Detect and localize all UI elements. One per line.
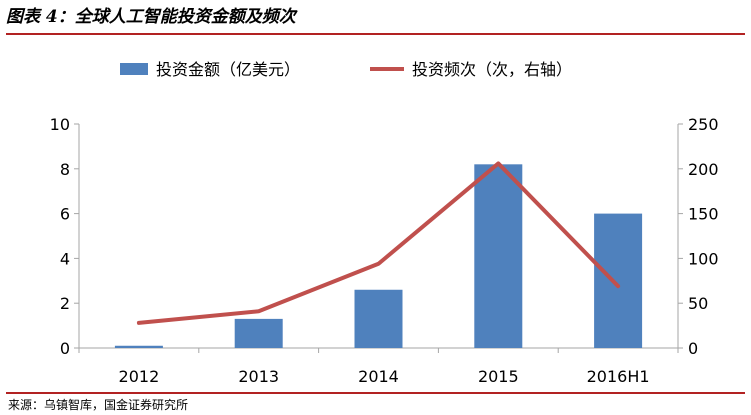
x-axis-tick-label: 2015	[478, 367, 519, 386]
left-axis-tick-label: 10	[50, 115, 70, 134]
left-axis-tick-label: 0	[60, 339, 70, 358]
bar	[234, 318, 283, 348]
legend-swatch-bar	[120, 63, 148, 75]
legend-label-bar: 投资金额（亿美元）	[156, 60, 300, 79]
x-axis-tick-label: 2013	[238, 367, 279, 386]
source-note: 来源：乌镇智库，国金证券研究所	[8, 398, 189, 412]
right-axis-tick-label: 150	[688, 205, 719, 224]
left-axis-tick-label: 8	[60, 160, 70, 179]
right-axis-tick-label: 0	[688, 339, 698, 358]
left-axis-tick-label: 4	[60, 249, 70, 268]
x-axis-tick-label: 2014	[358, 367, 399, 386]
bar	[354, 289, 403, 348]
right-axis-tick-label: 50	[688, 294, 708, 313]
bar	[594, 213, 643, 348]
legend: 投资金额（亿美元） 投资频次（次，右轴）	[120, 60, 572, 79]
chart-area: 投资金额（亿美元） 投资频次（次，右轴） 0 2 4 6 8 10 0 50 100 150 200 2…	[0, 36, 751, 392]
title-rule	[6, 33, 745, 35]
bar	[474, 164, 523, 348]
right-axis-tick-label: 200	[688, 160, 719, 179]
left-axis-tick-label: 2	[60, 294, 70, 313]
right-axis-tick-label: 250	[688, 115, 719, 134]
figure-title: 图表 4：全球人工智能投资金额及频次	[6, 7, 296, 27]
line-series	[136, 161, 621, 325]
legend-label-line: 投资频次（次，右轴）	[412, 60, 572, 79]
x-axis-tick-label: 2012	[119, 367, 160, 386]
bar-series	[114, 164, 643, 348]
source-rule	[6, 392, 745, 394]
bar	[114, 345, 163, 348]
combo-chart: 投资金额（亿美元） 投资频次（次，右轴） 02468100501001502002…	[50, 60, 719, 386]
right-axis-tick-label: 100	[688, 249, 719, 268]
x-axis-tick-label: 2016H1	[587, 367, 650, 386]
left-axis-tick-label: 6	[60, 205, 70, 224]
